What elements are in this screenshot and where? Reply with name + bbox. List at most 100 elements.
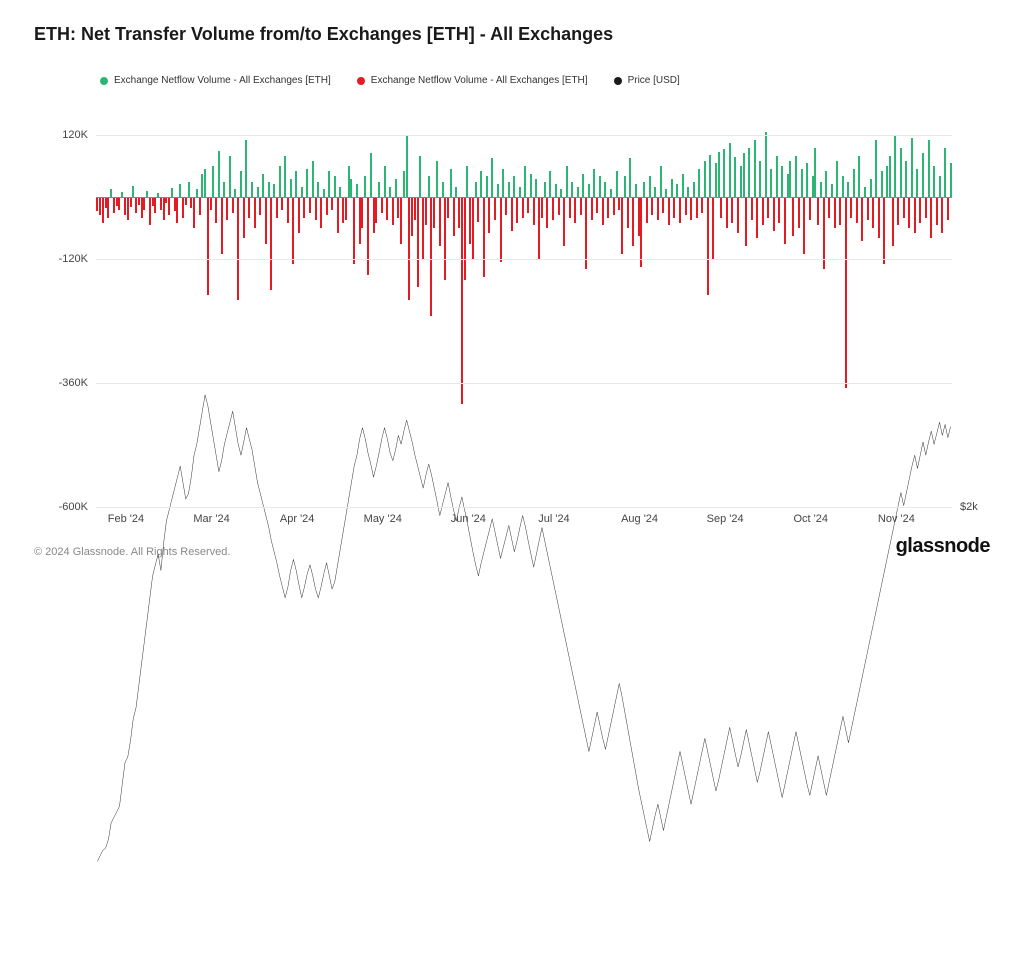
netflow-bar bbox=[160, 197, 162, 210]
netflow-bar bbox=[317, 182, 319, 198]
netflow-bar bbox=[116, 197, 118, 206]
netflow-bar bbox=[356, 184, 358, 197]
netflow-bar bbox=[240, 171, 242, 197]
netflow-bar bbox=[801, 169, 803, 197]
netflow-bar bbox=[574, 197, 576, 223]
netflow-bar bbox=[303, 197, 305, 218]
netflow-bar bbox=[284, 156, 286, 197]
netflow-bar bbox=[350, 179, 352, 197]
netflow-bar bbox=[290, 179, 292, 197]
netflow-bar bbox=[806, 163, 808, 197]
netflow-bar bbox=[894, 135, 896, 197]
netflow-bar bbox=[124, 197, 126, 215]
netflow-bar bbox=[527, 197, 529, 213]
netflow-bar bbox=[193, 197, 195, 228]
legend-label: Exchange Netflow Volume - All Exchanges … bbox=[114, 75, 331, 86]
x-tick-label: Sep '24 bbox=[707, 513, 744, 525]
netflow-bar bbox=[930, 197, 932, 238]
netflow-bar bbox=[268, 182, 270, 198]
netflow-bar bbox=[638, 197, 640, 236]
x-tick-label: Apr '24 bbox=[280, 513, 315, 525]
netflow-bar bbox=[836, 161, 838, 197]
netflow-bar bbox=[535, 179, 537, 197]
legend-item-positive: Exchange Netflow Volume - All Exchanges … bbox=[100, 75, 331, 86]
netflow-bar bbox=[839, 197, 841, 225]
netflow-bar bbox=[723, 149, 725, 197]
netflow-bar bbox=[751, 197, 753, 220]
netflow-bar bbox=[591, 197, 593, 220]
netflow-bar bbox=[234, 189, 236, 197]
netflow-bar bbox=[502, 169, 504, 197]
netflow-bar bbox=[939, 176, 941, 197]
netflow-bar bbox=[679, 197, 681, 223]
netflow-bar bbox=[569, 197, 571, 218]
legend-item-price: Price [USD] bbox=[614, 75, 680, 86]
netflow-bar bbox=[135, 197, 137, 213]
netflow-bar bbox=[237, 197, 239, 300]
netflow-bar bbox=[171, 188, 173, 197]
netflow-bar bbox=[729, 143, 731, 197]
netflow-bar bbox=[149, 197, 151, 225]
legend-item-negative: Exchange Netflow Volume - All Exchanges … bbox=[357, 75, 588, 86]
netflow-bar bbox=[309, 197, 311, 213]
netflow-bar bbox=[334, 176, 336, 197]
netflow-bar bbox=[464, 197, 466, 280]
netflow-bar bbox=[132, 186, 134, 197]
netflow-bar bbox=[616, 171, 618, 197]
netflow-bar bbox=[947, 197, 949, 220]
netflow-bar bbox=[911, 138, 913, 197]
netflow-bar bbox=[925, 197, 927, 218]
netflow-bar bbox=[105, 197, 107, 208]
netflow-bar bbox=[933, 166, 935, 197]
netflow-bar bbox=[759, 161, 761, 197]
netflow-bar bbox=[881, 171, 883, 197]
netflow-bar bbox=[682, 174, 684, 197]
netflow-bar bbox=[734, 157, 736, 197]
netflow-bar bbox=[607, 197, 609, 218]
netflow-bar bbox=[558, 197, 560, 215]
netflow-bar bbox=[196, 189, 198, 197]
netflow-bar bbox=[306, 169, 308, 197]
netflow-bar bbox=[720, 197, 722, 218]
netflow-bar bbox=[257, 187, 259, 197]
netflow-bar bbox=[685, 197, 687, 215]
netflow-bar bbox=[643, 182, 645, 198]
netflow-bar bbox=[707, 197, 709, 295]
netflow-bar bbox=[657, 197, 659, 220]
netflow-bar bbox=[281, 197, 283, 210]
netflow-bar bbox=[737, 197, 739, 233]
netflow-bar bbox=[215, 197, 217, 223]
legend-dot bbox=[614, 77, 622, 85]
netflow-bar bbox=[803, 197, 805, 254]
gridline bbox=[96, 135, 952, 136]
netflow-bar bbox=[610, 189, 612, 197]
netflow-bar bbox=[875, 140, 877, 197]
netflow-bar bbox=[511, 197, 513, 231]
netflow-bar bbox=[480, 171, 482, 197]
netflow-bar bbox=[640, 197, 642, 267]
netflow-bar bbox=[292, 197, 294, 264]
netflow-bar bbox=[941, 197, 943, 233]
netflow-bar bbox=[477, 197, 479, 222]
x-tick-label: Feb '24 bbox=[108, 513, 144, 525]
y-tick-label: -360K bbox=[59, 377, 88, 389]
netflow-bar bbox=[328, 171, 330, 197]
netflow-bar bbox=[665, 189, 667, 197]
netflow-bar bbox=[649, 176, 651, 197]
netflow-bar bbox=[204, 169, 206, 197]
netflow-bar bbox=[99, 197, 101, 215]
netflow-bar bbox=[701, 197, 703, 213]
netflow-bar bbox=[254, 197, 256, 228]
netflow-bar bbox=[331, 197, 333, 210]
netflow-bar bbox=[765, 132, 767, 197]
netflow-bar bbox=[858, 156, 860, 197]
netflow-bar bbox=[770, 169, 772, 197]
netflow-bar bbox=[259, 197, 261, 215]
netflow-bar bbox=[450, 169, 452, 197]
netflow-bar bbox=[361, 197, 363, 228]
y-tick-label: 120K bbox=[62, 129, 88, 141]
netflow-bar bbox=[731, 197, 733, 223]
netflow-bar bbox=[549, 171, 551, 197]
netflow-bar bbox=[243, 197, 245, 238]
netflow-bar bbox=[113, 197, 115, 213]
